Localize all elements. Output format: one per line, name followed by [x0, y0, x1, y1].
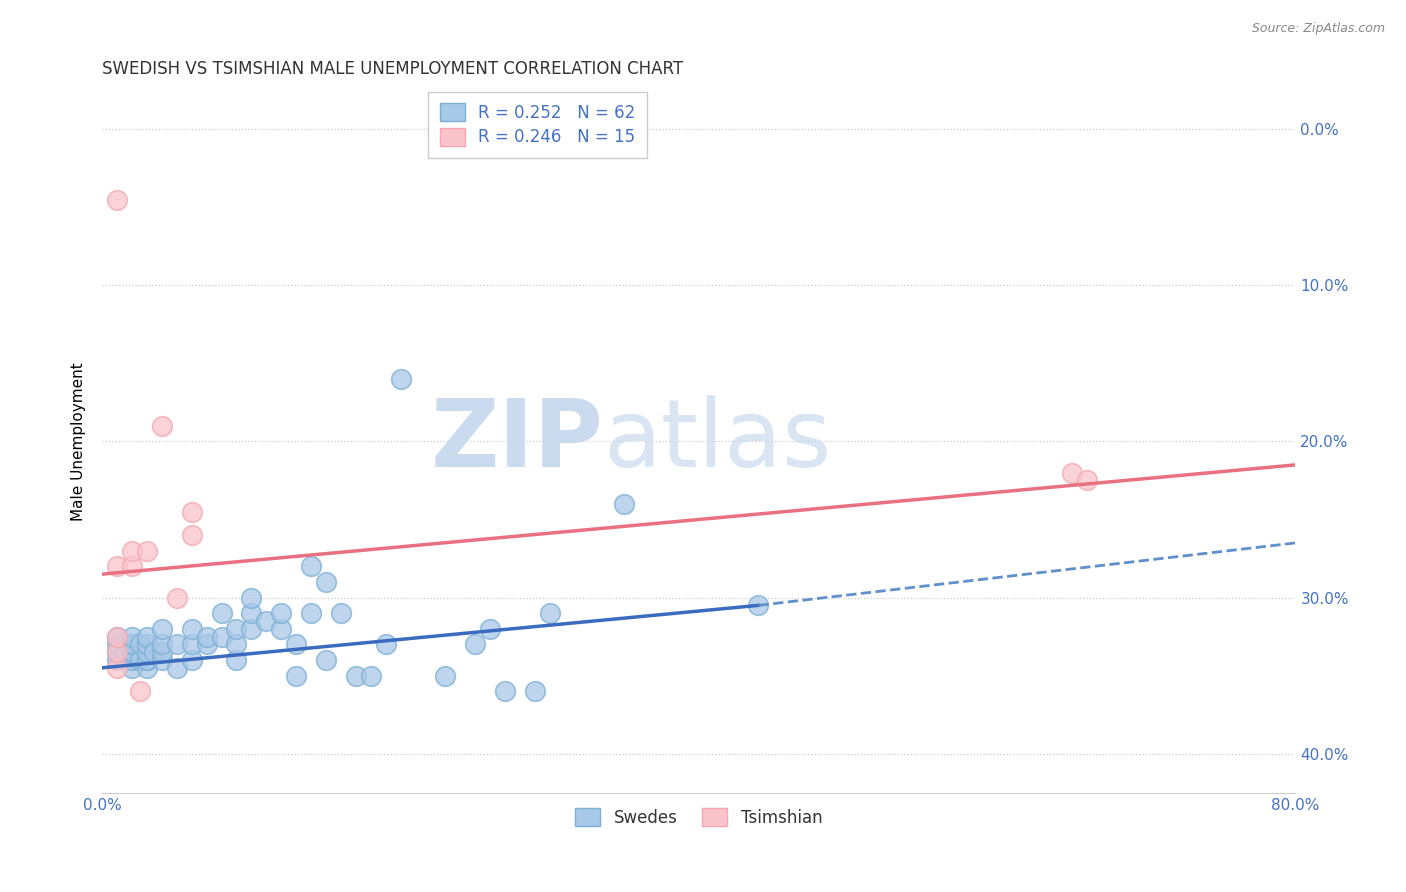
Point: [225, 653, 247, 667]
Point: [105, 653, 128, 667]
Point: [121, 637, 143, 651]
Point: [143, 645, 166, 659]
Point: [105, 645, 128, 659]
Point: [299, 559, 322, 574]
Point: [136, 653, 159, 667]
Point: [240, 622, 263, 636]
Point: [494, 684, 516, 698]
Point: [195, 637, 218, 651]
Point: [523, 684, 546, 698]
Point: [434, 668, 457, 682]
Point: [150, 645, 173, 659]
Point: [150, 653, 173, 667]
Point: [105, 193, 128, 207]
Point: [315, 574, 337, 589]
Text: SWEDISH VS TSIMSHIAN MALE UNEMPLOYMENT CORRELATION CHART: SWEDISH VS TSIMSHIAN MALE UNEMPLOYMENT C…: [103, 60, 683, 78]
Point: [105, 630, 128, 644]
Point: [180, 528, 202, 542]
Point: [285, 668, 308, 682]
Point: [285, 637, 308, 651]
Point: [150, 418, 173, 433]
Point: [166, 591, 188, 605]
Point: [121, 559, 143, 574]
Point: [211, 630, 233, 644]
Y-axis label: Male Unemployment: Male Unemployment: [72, 362, 86, 521]
Text: atlas: atlas: [603, 395, 831, 487]
Point: [128, 653, 150, 667]
Point: [105, 637, 128, 651]
Point: [180, 505, 202, 519]
Point: [114, 645, 136, 659]
Point: [360, 668, 382, 682]
Point: [195, 630, 218, 644]
Point: [240, 591, 263, 605]
Point: [1060, 466, 1083, 480]
Point: [105, 645, 128, 659]
Point: [121, 543, 143, 558]
Point: [136, 630, 159, 644]
Point: [105, 559, 128, 574]
Point: [166, 661, 188, 675]
Point: [121, 653, 143, 667]
Point: [166, 637, 188, 651]
Point: [211, 606, 233, 620]
Point: [254, 614, 277, 628]
Point: [136, 661, 159, 675]
Point: [121, 630, 143, 644]
Point: [121, 637, 143, 651]
Text: ZIP: ZIP: [430, 395, 603, 487]
Point: [136, 637, 159, 651]
Point: [128, 684, 150, 698]
Point: [374, 637, 396, 651]
Point: [150, 622, 173, 636]
Point: [225, 622, 247, 636]
Point: [464, 637, 486, 651]
Point: [121, 645, 143, 659]
Point: [270, 622, 292, 636]
Text: Source: ZipAtlas.com: Source: ZipAtlas.com: [1251, 22, 1385, 36]
Point: [538, 606, 561, 620]
Point: [150, 637, 173, 651]
Point: [180, 622, 202, 636]
Point: [121, 661, 143, 675]
Point: [121, 645, 143, 659]
Point: [128, 637, 150, 651]
Point: [329, 606, 352, 620]
Point: [1076, 474, 1098, 488]
Point: [180, 637, 202, 651]
Point: [136, 645, 159, 659]
Point: [747, 599, 769, 613]
Point: [613, 497, 636, 511]
Point: [270, 606, 292, 620]
Legend: Swedes, Tsimshian: Swedes, Tsimshian: [568, 802, 830, 833]
Point: [105, 661, 128, 675]
Point: [299, 606, 322, 620]
Point: [180, 653, 202, 667]
Point: [105, 630, 128, 644]
Point: [136, 653, 159, 667]
Point: [136, 543, 159, 558]
Point: [479, 622, 502, 636]
Point: [315, 653, 337, 667]
Point: [389, 372, 412, 386]
Point: [225, 637, 247, 651]
Point: [240, 606, 263, 620]
Point: [344, 668, 367, 682]
